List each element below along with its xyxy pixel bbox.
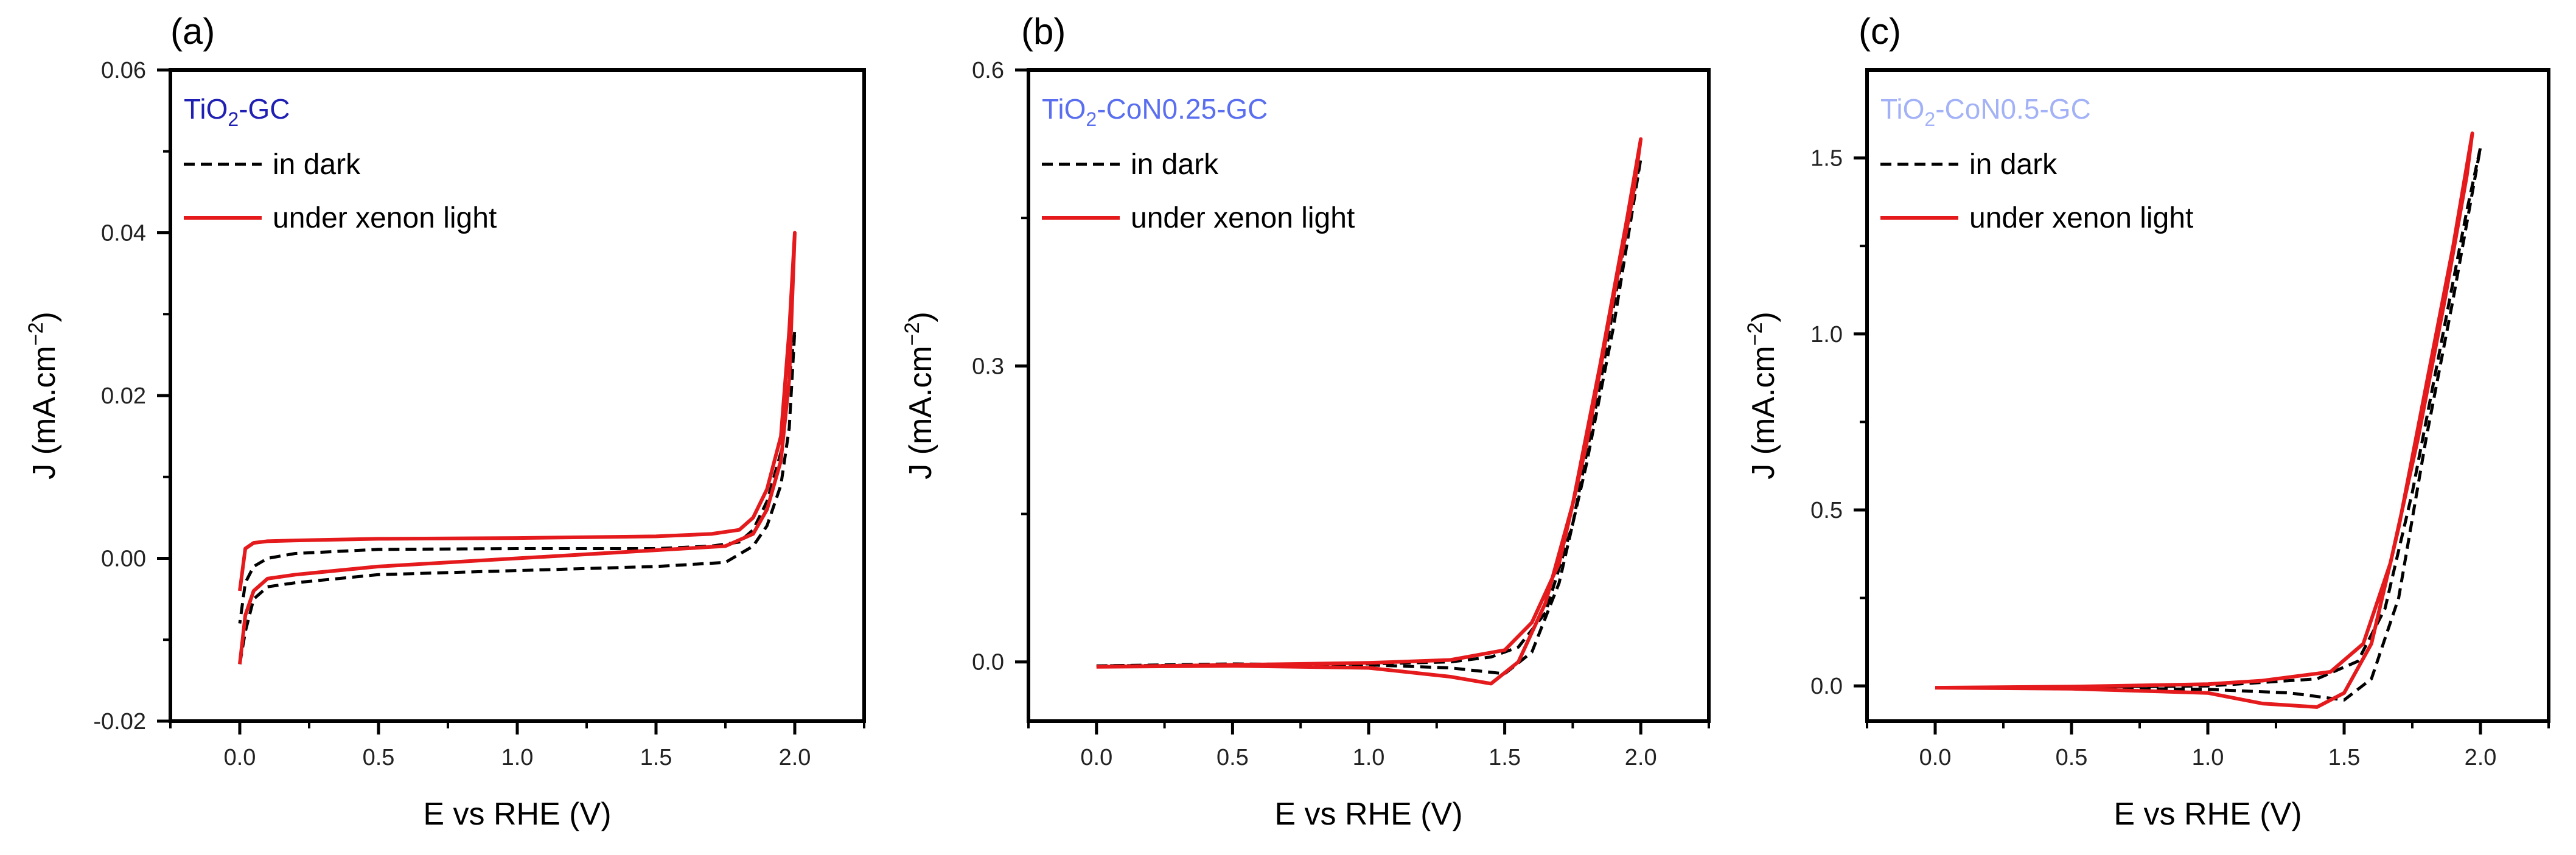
y-tick-label: 0.3 (972, 354, 1004, 379)
legend-label: under xenon light (1969, 202, 2193, 234)
chart-panel-2: (b) 0.0 0.5 1.0 1.5 2.0 0.0 0.3 0.6 E vs RHE (V) J… (901, 11, 1711, 832)
sample-label-main: TiO (1880, 93, 1924, 125)
x-tick-label: 0.0 (1919, 745, 1952, 770)
sample-label-sub: 2 (228, 108, 239, 130)
series-line-in-dark (238, 329, 797, 665)
y-tick-label: 0.00 (101, 546, 146, 572)
series-line-under-xenon-light (1935, 131, 2474, 709)
y-axis-title-main: J (mA.cm (27, 346, 62, 480)
y-tick-label: 0.0 (972, 650, 1004, 675)
y-axis-title-main: J (mA.cm (1746, 346, 1781, 480)
sample-label-main: TiO (184, 93, 228, 125)
y-tick-label: 0.0 (1810, 674, 1843, 699)
sample-label: TiO2-CoN0.25-GC (1042, 93, 1268, 130)
y-tick-label: 0.06 (101, 58, 146, 83)
y-tick-label: 0.6 (972, 58, 1004, 83)
x-tick-label: 0.5 (1216, 745, 1249, 770)
sample-label-main: TiO (1042, 93, 1086, 125)
x-axis-title: E vs RHE (V) (1274, 797, 1462, 832)
y-axis-title-sup: −2 (24, 323, 47, 346)
x-tick-label: 2.0 (2465, 745, 2497, 770)
y-axis-title-sup: −2 (901, 323, 924, 346)
legend-label: under xenon light (273, 202, 497, 234)
y-axis-title-end: ) (903, 312, 938, 322)
y-tick-label: 1.5 (1810, 146, 1843, 172)
x-tick-label: 2.0 (1625, 745, 1657, 770)
series-line-under-xenon-light (238, 231, 797, 665)
panel-label: (b) (1021, 11, 1066, 52)
x-tick-label: 1.0 (2192, 745, 2224, 770)
x-tick-label: 1.5 (640, 745, 672, 770)
sample-label: TiO2-CoN0.5-GC (1880, 93, 2091, 130)
x-tick-label: 0.0 (1080, 745, 1112, 770)
panel-label: (a) (170, 11, 215, 52)
x-axis-title: E vs RHE (V) (423, 797, 611, 832)
sample-label: TiO2-GC (184, 93, 290, 130)
x-tick-label: 0.5 (363, 745, 395, 770)
y-axis-title: J (mA.cm−2) (901, 312, 938, 480)
series-line-under-xenon-light (1096, 137, 1643, 686)
sample-label-sub: 2 (1086, 108, 1097, 130)
legend-label: in dark (1131, 148, 1219, 181)
x-tick-label: 1.5 (1489, 745, 1521, 770)
legend-label: in dark (273, 148, 361, 181)
y-tick-label: 0.5 (1810, 498, 1843, 523)
x-tick-label: 1.0 (1353, 745, 1385, 770)
legend-label: in dark (1969, 148, 2058, 181)
x-axis-title: E vs RHE (V) (2114, 797, 2302, 832)
y-tick-label: -0.02 (93, 709, 146, 735)
y-tick-label: 0.04 (101, 221, 146, 246)
sample-label-rest: -CoN0.5-GC (1935, 93, 2091, 125)
x-tick-label: 1.5 (2328, 745, 2361, 770)
y-axis-title: J (mA.cm−2) (1744, 312, 1781, 480)
series-line-in-dark (1096, 157, 1642, 675)
sample-label-rest: -GC (239, 93, 290, 125)
y-axis-title: J (mA.cm−2) (24, 312, 62, 480)
y-axis-title-sup: −2 (1744, 323, 1767, 346)
y-axis-title-end: ) (1746, 312, 1781, 322)
chart-panel-1: (a) 0.0 0.5 1.0 1.5 2.0 -0.02 0.00 0.02 0.04 0.06 E… (24, 11, 866, 832)
x-tick-label: 0.0 (224, 745, 256, 770)
x-tick-label: 1.0 (501, 745, 534, 770)
sample-label-rest: -CoN0.25-GC (1097, 93, 1268, 125)
sample-label-sub: 2 (1924, 108, 1935, 130)
legend-label: under xenon light (1131, 202, 1355, 234)
y-axis-title-end: ) (27, 312, 62, 322)
y-axis-title-main: J (mA.cm (903, 346, 938, 480)
y-tick-label: 0.02 (101, 383, 146, 409)
x-tick-label: 2.0 (779, 745, 811, 770)
panel-label: (c) (1859, 11, 1901, 52)
x-tick-label: 0.5 (2056, 745, 2088, 770)
series-line-in-dark (1935, 145, 2482, 702)
chart-panel-3: (c) 0.0 0.5 1.0 1.5 2.0 0.0 0.5 1.0 1.5 E vs RHE (… (1744, 11, 2550, 832)
y-tick-label: 1.0 (1810, 322, 1843, 347)
